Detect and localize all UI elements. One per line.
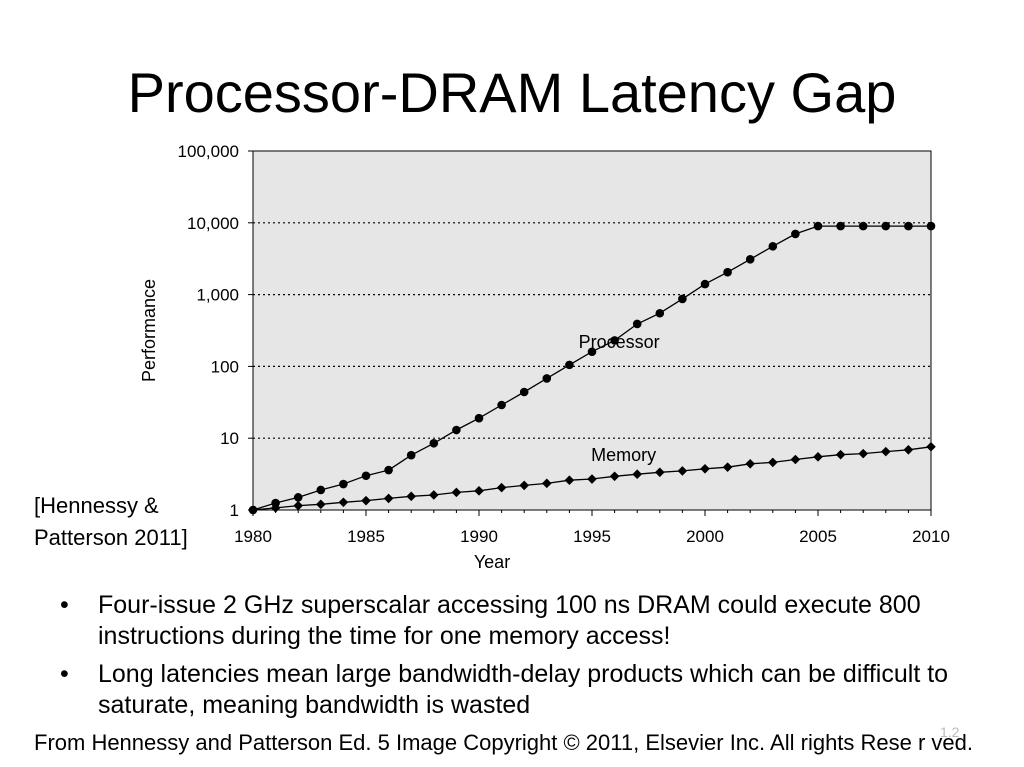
x-tick-label: 2005 — [799, 527, 837, 546]
processor-data-point — [339, 479, 348, 489]
processor-data-point — [632, 319, 642, 329]
processor-data-point — [700, 279, 710, 289]
memory-data-point — [248, 505, 258, 515]
processor-data-point — [519, 387, 529, 397]
slide-title: Processor-DRAM Latency Gap — [127, 61, 897, 124]
memory-data-point — [519, 480, 529, 491]
processor-data-point — [858, 221, 868, 231]
memory-data-point — [474, 486, 484, 496]
memory-data-point — [270, 503, 281, 513]
x-tick-label: 1980 — [234, 527, 272, 546]
memory-data-point — [813, 452, 823, 462]
processor-data-point — [655, 308, 665, 318]
y-tick-label: 100,000 — [178, 142, 239, 161]
y-tick-label: 100 — [211, 357, 239, 376]
memory-data-point — [632, 469, 642, 480]
memory-data-point — [451, 487, 462, 498]
x-tick-label: 2010 — [912, 527, 950, 546]
processor-data-point — [497, 400, 506, 410]
plot-area — [252, 150, 932, 511]
memory-data-point — [542, 478, 552, 489]
memory-data-point — [361, 495, 371, 506]
memory-data-point — [609, 471, 620, 482]
series-annotation: Memory — [591, 445, 656, 465]
memory-data-point — [722, 462, 733, 472]
citation-line-1: [Hennessy & — [34, 493, 159, 518]
x-axis-label: Year — [474, 552, 510, 572]
processor-data-point — [813, 221, 823, 231]
processor-data-point — [406, 450, 416, 460]
citation: [Hennessy & Patterson 2011] — [34, 490, 188, 554]
memory-data-point — [406, 491, 416, 502]
processor-data-point — [565, 360, 574, 370]
bullet-text: Long latencies mean large bandwidth-dela… — [98, 660, 949, 719]
footer-copyright: From Hennessy and Patterson Ed. 5 Image … — [34, 730, 974, 755]
processor-data-point — [542, 374, 552, 383]
memory-data-point — [881, 446, 891, 457]
processor-data-point — [293, 493, 303, 502]
memory-data-point — [316, 499, 326, 510]
bullet-icon: • — [60, 591, 69, 619]
memory-data-point — [768, 457, 778, 468]
processor-data-point — [745, 255, 755, 264]
bullet-list: • Four-issue 2 GHz superscalar accessing… — [60, 590, 1000, 728]
bullet-text: Four-issue 2 GHz superscalar accessing 1… — [98, 591, 921, 650]
memory-data-point — [383, 493, 394, 504]
processor-data-point — [361, 471, 371, 481]
memory-data-point — [429, 490, 439, 500]
x-tick-label: 1990 — [460, 527, 498, 546]
memory-data-point — [745, 459, 755, 469]
slide-number: 1.2 — [940, 724, 960, 740]
bullet-item: • Four-issue 2 GHz superscalar accessing… — [60, 590, 1000, 652]
memory-data-point — [835, 449, 846, 460]
y-axis-label: Performance — [139, 279, 159, 382]
processor-data-point — [271, 498, 280, 508]
memory-data-point — [903, 444, 914, 455]
memory-data-point — [790, 454, 801, 465]
x-tick-label: 2000 — [686, 527, 724, 546]
x-tick-label: 1995 — [573, 527, 611, 546]
memory-data-point — [587, 474, 597, 484]
processor-data-point — [429, 438, 439, 448]
memory-data-point — [564, 475, 575, 486]
memory-data-point — [655, 467, 665, 478]
x-tick-label: 1985 — [347, 527, 385, 546]
y-tick-label: 10 — [220, 429, 239, 448]
processor-data-point — [926, 221, 936, 231]
series-annotation: Processor — [579, 332, 660, 352]
memory-data-point — [926, 441, 936, 452]
bullet-icon: • — [60, 660, 69, 688]
processor-data-point — [474, 413, 484, 423]
bullet-item: • Long latencies mean large bandwidth-de… — [60, 659, 1000, 721]
memory-data-point — [293, 500, 303, 511]
processor-data-point — [881, 221, 891, 231]
memory-data-point — [700, 463, 710, 474]
y-tick-label: 1,000 — [196, 286, 239, 305]
processor-data-point — [768, 242, 778, 251]
memory-data-point — [677, 466, 688, 476]
citation-line-2: Patterson 2011] — [34, 525, 188, 550]
processor-data-point — [723, 267, 732, 277]
processor-data-point — [384, 465, 393, 475]
processor-data-point — [791, 229, 800, 239]
processor-data-point — [452, 425, 461, 435]
processor-data-point — [610, 336, 619, 345]
memory-data-point — [496, 482, 507, 493]
processor-data-point — [678, 294, 687, 304]
processor-data-point — [836, 221, 845, 231]
processor-data-point — [316, 485, 326, 495]
memory-data-point — [858, 448, 868, 459]
memory-data-point — [338, 497, 349, 508]
processor-data-point — [904, 221, 913, 231]
y-tick-label: 1 — [230, 501, 239, 520]
y-tick-label: 10,000 — [187, 214, 239, 233]
processor-data-point — [587, 347, 597, 357]
